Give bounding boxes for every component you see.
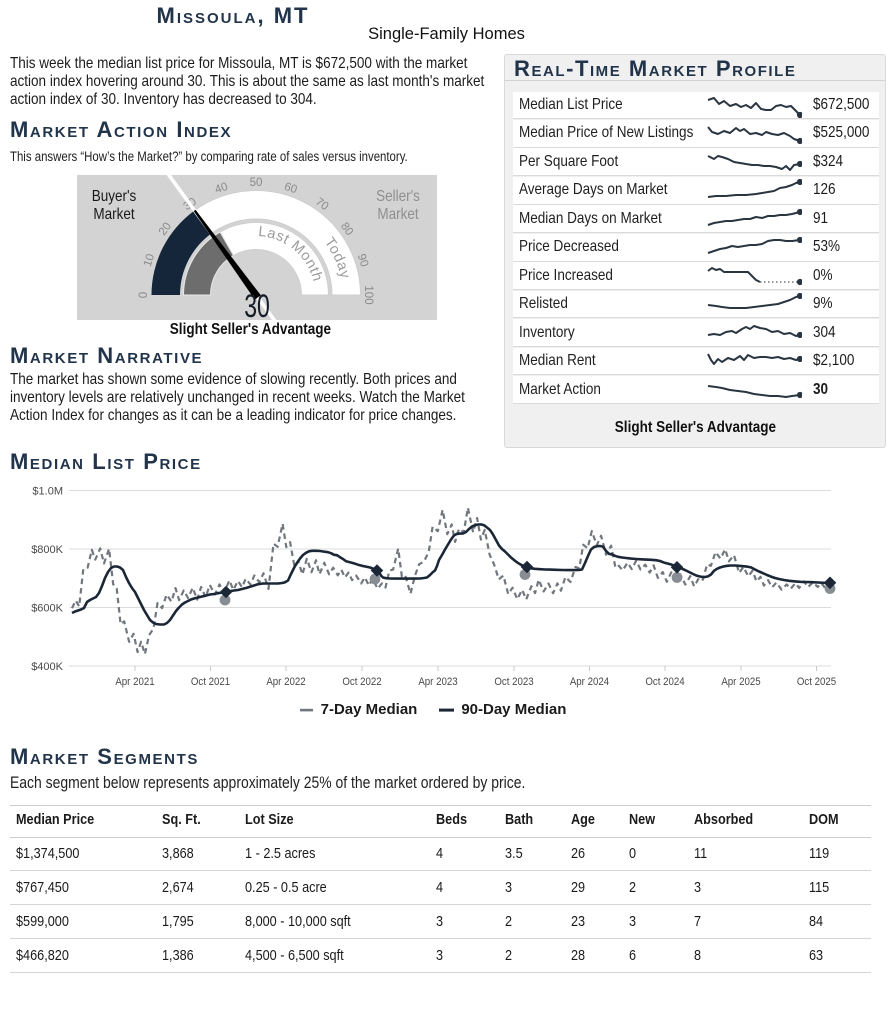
svg-text:50: 50 xyxy=(250,177,263,189)
svg-text:40: 40 xyxy=(213,181,229,196)
svg-text:Market: Market xyxy=(377,206,418,223)
svg-text:Apr 2023: Apr 2023 xyxy=(418,675,457,688)
svg-text:$800K: $800K xyxy=(31,544,63,556)
svg-text:60: 60 xyxy=(283,181,299,196)
svg-text:$1.0M: $1.0M xyxy=(32,486,63,498)
svg-text:Seller's: Seller's xyxy=(376,188,420,205)
svg-text:Oct 2025: Oct 2025 xyxy=(797,675,836,688)
svg-text:Apr 2022: Apr 2022 xyxy=(266,675,305,688)
svg-text:Oct 2023: Oct 2023 xyxy=(494,675,533,688)
svg-text:100: 100 xyxy=(362,285,374,304)
svg-text:Apr 2021: Apr 2021 xyxy=(115,675,154,688)
svg-text:0: 0 xyxy=(138,292,150,298)
svg-text:Oct 2022: Oct 2022 xyxy=(342,675,381,688)
svg-text:Apr 2024: Apr 2024 xyxy=(570,675,609,688)
svg-text:Oct 2021: Oct 2021 xyxy=(191,675,230,688)
svg-text:Apr 2025: Apr 2025 xyxy=(721,675,760,688)
svg-text:$600K: $600K xyxy=(31,603,63,615)
svg-text:30: 30 xyxy=(244,288,270,320)
svg-text:Market: Market xyxy=(93,206,134,223)
svg-text:Buyer's: Buyer's xyxy=(92,188,137,205)
svg-text:10: 10 xyxy=(142,252,157,268)
svg-text:$400K: $400K xyxy=(31,661,63,673)
svg-text:90: 90 xyxy=(355,252,370,268)
svg-text:Oct 2024: Oct 2024 xyxy=(645,675,684,688)
